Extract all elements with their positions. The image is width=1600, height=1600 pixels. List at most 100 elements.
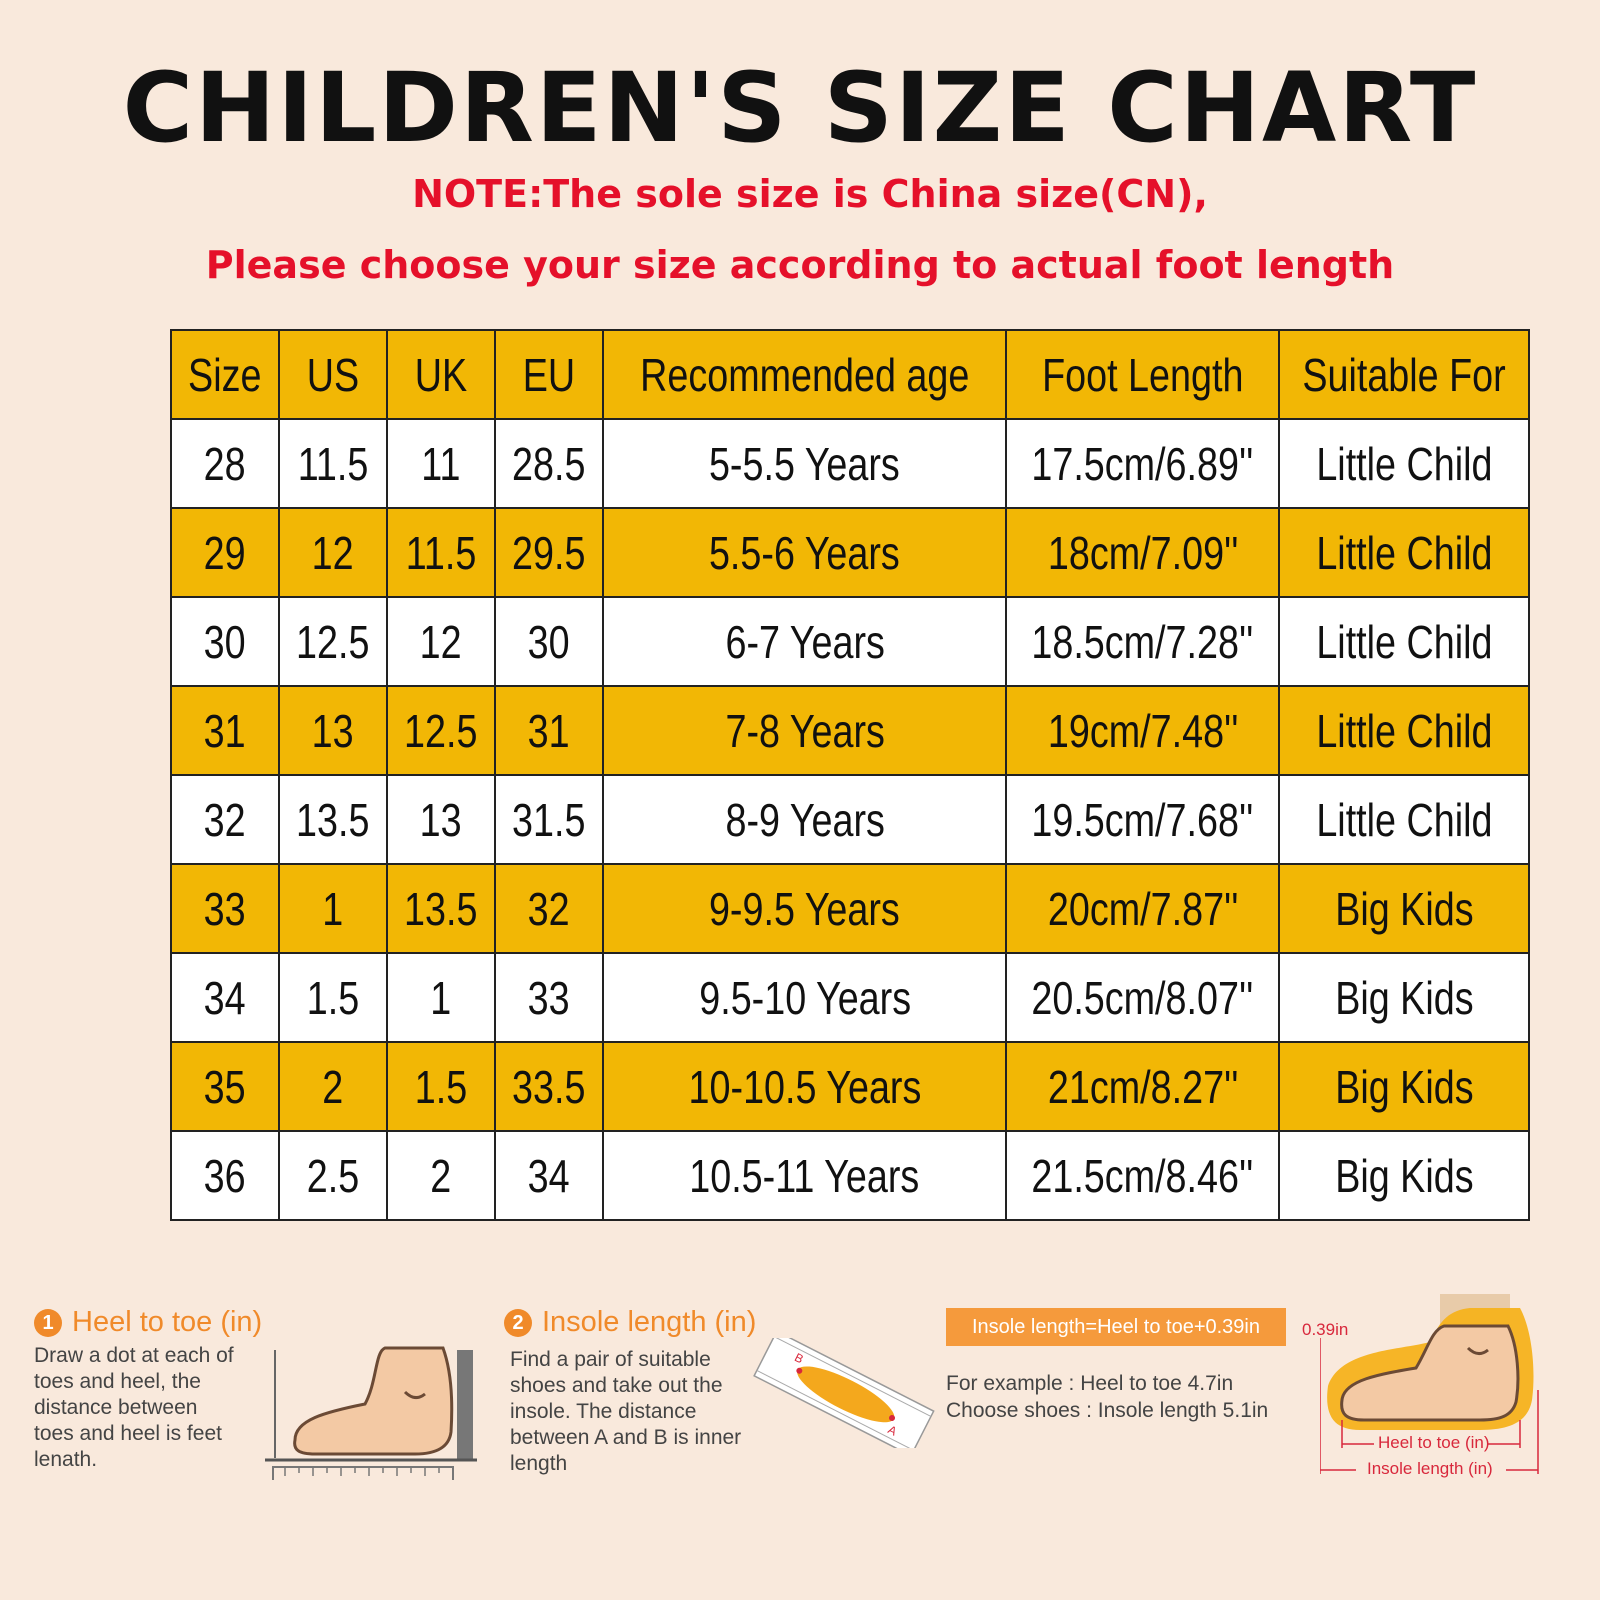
foot-insole-diagram [1320,1294,1539,1474]
step2-number: 2 [504,1308,532,1337]
table-row: 29 12 11.5 29.5 5.5-6 Years 18cm/7.09'' Little… [170,507,1531,598]
table-cell: 10.5-11 Years [601,1130,1008,1221]
table-row: 34 1.5 1 33 9.5-10 Years 20.5cm/8.07'' Big Kid… [170,952,1531,1043]
table-cell: 19.5cm/7.68'' [1005,774,1281,865]
table-cell: 1 [386,952,496,1043]
table-cell: 9.5-10 Years [601,952,1008,1043]
table-cell: 20cm/7.87'' [1005,863,1281,954]
table-row: 36 2.5 2 34 10.5-11 Years 21.5cm/8.46'' Big Ki… [170,1130,1531,1221]
table-cell: 12.5 [278,596,388,687]
table-cell: 1.5 [386,1041,496,1132]
table-cell: 34 [170,952,280,1043]
table-cell: 13.5 [386,863,496,954]
table-cell: 36 [170,1130,280,1221]
table-cell: 5.5-6 Years [601,507,1008,598]
step1-number: 1 [34,1308,62,1337]
table-cell: 34 [494,1130,604,1221]
header-recommended-age: Recommended age [601,329,1008,420]
table-cell: 32 [170,774,280,865]
table-cell: 29 [170,507,280,598]
table-cell: Little Child [1278,418,1531,509]
step1-heading: 1 Heel to toe (in) [34,1306,262,1339]
table-cell: Big Kids [1278,1041,1531,1132]
example-text: For example : Heel to toe 4.7in Choose s… [946,1372,1269,1422]
table-cell: 11.5 [278,418,388,509]
header-size: Size [170,329,280,420]
table-cell: 12.5 [386,685,496,776]
insole-length-label: Insole length (in) [1367,1459,1493,1478]
table-cell: 19cm/7.48'' [1005,685,1281,776]
table-cell: 13 [278,685,388,776]
insole-ruler-illustration: B A [753,1338,935,1448]
table-cell: 12 [278,507,388,598]
table-header-row: Size US UK EU Recommended age Foot Lengt… [170,329,1531,420]
table-cell: 31 [494,685,604,776]
table-cell: Big Kids [1278,1130,1531,1221]
table-row: 32 13.5 13 31.5 8-9 Years 19.5cm/7.68'' Little… [170,774,1531,865]
header-us: US [278,329,388,420]
table-cell: 33.5 [494,1041,604,1132]
note-line-2: Please choose your size according to act… [205,243,1395,287]
table-row: 28 11.5 11 28.5 5-5.5 Years 17.5cm/6.89'' Litt… [170,418,1531,509]
table-cell: 28 [170,418,280,509]
page-title: CHILDREN'S SIZE CHART [122,52,1478,164]
table-cell: 6-7 Years [601,596,1008,687]
table-cell: 1 [278,863,388,954]
table-cell: 9-9.5 Years [601,863,1008,954]
table-cell: 10-10.5 Years [601,1041,1008,1132]
table-cell: 2.5 [278,1130,388,1221]
note-line-1: NOTE:The sole size is China size(CN), [412,172,1208,216]
foot-measure-illustration [265,1346,477,1480]
table-cell: 20.5cm/8.07'' [1005,952,1281,1043]
step2-heading: 2 Insole length (in) [504,1306,756,1339]
table-cell: 21.5cm/8.46'' [1005,1130,1281,1221]
table-row: 31 13 12.5 31 7-8 Years 19cm/7.48'' Little Chi… [170,685,1531,776]
size-table: Size US UK EU Recommended age Foot Lengt… [170,329,1531,1221]
table-cell: 11.5 [386,507,496,598]
table-cell: 18cm/7.09'' [1005,507,1281,598]
table-cell: Little Child [1278,596,1531,687]
table-cell: 30 [170,596,280,687]
table-cell: Little Child [1278,774,1531,865]
table-cell: 8-9 Years [601,774,1008,865]
table-cell: 12 [386,596,496,687]
table-cell: Big Kids [1278,863,1531,954]
offset-label: 0.39in [1302,1320,1349,1339]
table-cell: 2 [386,1130,496,1221]
heel-to-toe-label: Heel to toe (in) [1378,1433,1490,1452]
header-foot-length: Foot Length [1005,329,1281,420]
table-cell: 33 [170,863,280,954]
header-uk: UK [386,329,496,420]
step2-description: Find a pair of suitable shoes and take o… [510,1348,742,1475]
table-cell: 18.5cm/7.28'' [1005,596,1281,687]
table-cell: 33 [494,952,604,1043]
table-cell: 30 [494,596,604,687]
table-cell: Little Child [1278,685,1531,776]
header-eu: EU [494,329,604,420]
table-cell: 29.5 [494,507,604,598]
table-row: 30 12.5 12 30 6-7 Years 18.5cm/7.28'' Little C… [170,596,1531,687]
table-cell: Little Child [1278,507,1531,598]
formula-box: Insole length=Heel to toe+0.39in [946,1308,1286,1346]
table-cell: 31 [170,685,280,776]
table-cell: 31.5 [494,774,604,865]
header-suitable-for: Suitable For [1278,329,1531,420]
table-row: 33 1 13.5 32 9-9.5 Years 20cm/7.87'' Big Kids [170,863,1531,954]
table-cell: 11 [386,418,496,509]
step1-title: Heel to toe (in) [72,1306,263,1338]
table-cell: 7-8 Years [601,685,1008,776]
table-cell: 35 [170,1041,280,1132]
table-cell: 2 [278,1041,388,1132]
table-cell: 13 [386,774,496,865]
step1-description: Draw a dot at each of toes and heel, the… [34,1344,234,1471]
table-cell: 13.5 [278,774,388,865]
table-cell: 17.5cm/6.89'' [1005,418,1281,509]
table-row: 35 2 1.5 33.5 10-10.5 Years 21cm/8.27'' Big Ki… [170,1041,1531,1132]
table-cell: 28.5 [494,418,604,509]
table-cell: 1.5 [278,952,388,1043]
table-cell: 32 [494,863,604,954]
table-cell: 21cm/8.27'' [1005,1041,1281,1132]
table-cell: Big Kids [1278,952,1531,1043]
step2-title: Insole length (in) [542,1306,757,1338]
table-cell: 5-5.5 Years [601,418,1008,509]
